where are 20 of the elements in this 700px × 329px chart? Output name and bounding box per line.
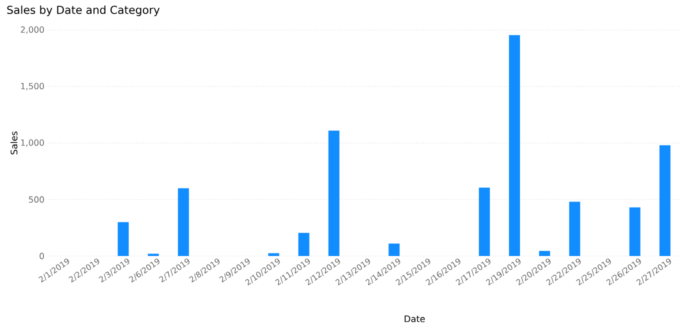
bar (268, 253, 280, 256)
chart-title: Sales by Date and Category (7, 6, 160, 16)
y-tick-label: 1,000 (21, 139, 44, 147)
bar (118, 222, 129, 256)
y-tick-label: 1,500 (21, 82, 44, 90)
bar (539, 250, 550, 256)
bar (629, 207, 640, 256)
bar (178, 188, 189, 256)
y-tick-label: 0 (40, 252, 44, 260)
bar (298, 232, 310, 256)
y-tick-label: 500 (28, 196, 44, 203)
bar (508, 35, 520, 256)
bar (659, 145, 670, 256)
bar (478, 188, 490, 256)
y-tick-label: 2,000 (20, 26, 44, 34)
bar (388, 244, 400, 256)
bar (569, 202, 580, 256)
y-axis-title: Sales (10, 132, 18, 154)
bar (328, 130, 340, 256)
x-axis-title: Date (404, 316, 425, 322)
